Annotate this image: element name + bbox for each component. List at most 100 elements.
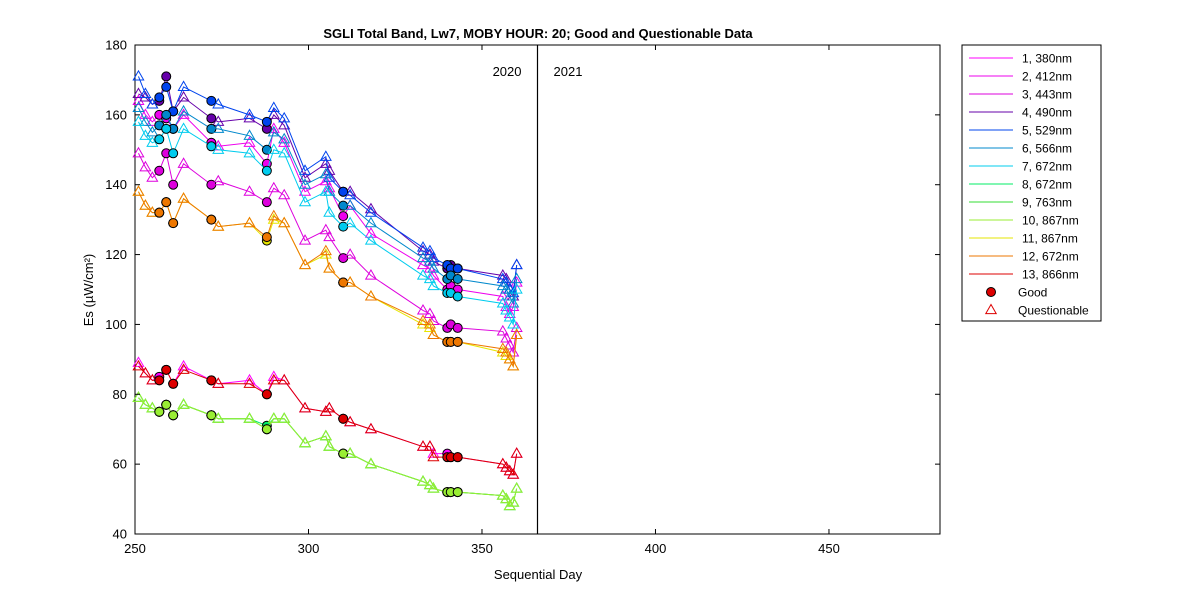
questionable-point <box>503 499 516 511</box>
questionable-point <box>278 216 291 228</box>
x-tick-label: 300 <box>298 541 320 556</box>
legend-entry-label: 13, 866nm <box>1022 268 1079 282</box>
questionable-point <box>416 317 430 329</box>
questionable-point <box>267 412 280 423</box>
questionable-point <box>139 90 152 102</box>
questionable-point <box>177 192 190 203</box>
questionable-point <box>319 405 332 416</box>
questionable-point <box>298 185 312 196</box>
questionable-point <box>423 255 437 266</box>
good-point <box>168 179 179 190</box>
questionable-point <box>212 122 225 133</box>
questionable-point <box>212 97 225 109</box>
questionable-point <box>139 398 152 409</box>
good-point <box>161 364 172 375</box>
questionable-point <box>212 377 225 388</box>
questionable-point <box>510 282 523 294</box>
questionable-point <box>423 317 437 329</box>
good-point <box>154 134 165 145</box>
questionable-point <box>416 269 430 280</box>
questionable-point <box>298 234 312 245</box>
questionable-point <box>319 174 332 186</box>
questionable-point <box>427 262 440 273</box>
questionable-point <box>423 307 437 319</box>
questionable-point <box>503 352 516 364</box>
questionable-point <box>416 303 430 315</box>
questionable-point <box>496 324 509 336</box>
questionable-point <box>364 206 378 217</box>
questionable-point <box>319 244 332 256</box>
questionable-point <box>319 223 332 235</box>
questionable-point <box>177 104 190 116</box>
legend-good-label: Good <box>1018 286 1047 300</box>
good-point <box>168 410 179 421</box>
y-tick-label: 140 <box>105 177 127 192</box>
questionable-point <box>364 234 378 245</box>
questionable-point <box>267 373 280 385</box>
good-point <box>161 81 172 92</box>
questionable-point <box>267 143 280 154</box>
chart-title: SGLI Total Band, Lw7, MOBY HOUR: 20; Goo… <box>323 26 753 41</box>
y-tick-label: 180 <box>105 38 127 53</box>
questionable-point <box>132 115 145 126</box>
questionable-point <box>146 171 159 182</box>
questionable-point <box>344 248 357 259</box>
questionable-point <box>507 468 520 479</box>
questionable-point <box>500 492 513 504</box>
questionable-point <box>132 359 145 371</box>
questionable-point <box>243 185 256 196</box>
x-axis-label: Sequential Day <box>494 567 583 582</box>
good-point <box>452 322 463 333</box>
legend-entry-label: 6, 566nm <box>1022 142 1072 156</box>
questionable-point <box>139 115 152 126</box>
questionable-point <box>507 496 520 507</box>
questionable-point <box>212 115 225 126</box>
good-point <box>261 197 272 208</box>
questionable-point <box>427 279 440 291</box>
questionable-point <box>146 115 159 126</box>
questionable-point <box>177 90 190 102</box>
questionable-point <box>507 359 520 371</box>
x-tick-label: 400 <box>645 541 667 556</box>
questionable-point <box>416 440 430 451</box>
questionable-point <box>139 199 152 210</box>
series-group <box>132 69 523 298</box>
questionable-point <box>323 262 336 273</box>
legend-entry-label: 5, 529nm <box>1022 124 1072 138</box>
legend-entry-label: 3, 443nm <box>1022 88 1072 102</box>
questionable-point <box>344 199 357 210</box>
questionable-point <box>278 146 291 158</box>
questionable-point <box>416 244 430 256</box>
questionable-point <box>267 213 280 224</box>
questionable-point <box>278 188 291 200</box>
questionable-point <box>496 289 509 301</box>
good-point <box>168 218 179 229</box>
questionable-point <box>243 129 256 140</box>
questionable-point <box>139 87 152 98</box>
good-point <box>338 211 349 222</box>
good-point <box>161 71 172 82</box>
questionable-point <box>364 422 378 434</box>
questionable-point <box>298 436 312 448</box>
questionable-point <box>177 157 190 168</box>
legend-entry-label: 10, 867nm <box>1022 214 1079 228</box>
questionable-point <box>364 457 378 469</box>
questionable-point <box>507 345 520 357</box>
questionable-point <box>323 206 336 217</box>
questionable-point <box>132 101 145 112</box>
good-point <box>261 165 272 176</box>
good-point <box>452 291 463 302</box>
questionable-point <box>243 377 256 388</box>
questionable-point <box>298 401 312 413</box>
series-group <box>132 391 523 511</box>
questionable-point <box>503 310 516 322</box>
good-point <box>261 424 272 435</box>
questionable-point <box>503 338 516 350</box>
good-point <box>161 123 172 134</box>
good-point <box>161 399 172 410</box>
questionable-point <box>323 230 336 242</box>
good-point <box>452 452 463 463</box>
good-point <box>452 263 463 274</box>
questionable-point <box>423 440 437 451</box>
year-2021-label: 2021 <box>554 64 583 79</box>
